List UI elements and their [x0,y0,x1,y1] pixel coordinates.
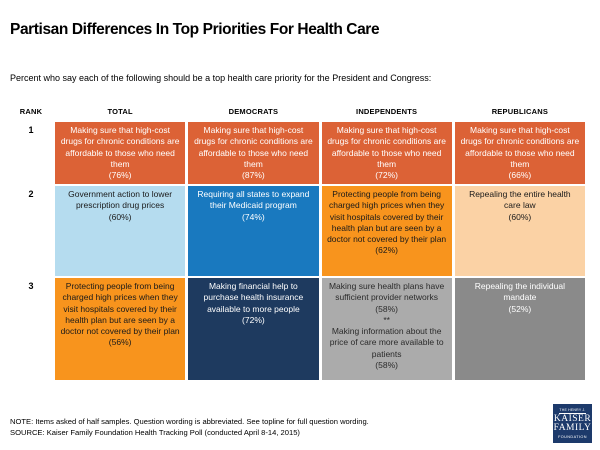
cell-rank1-democrats: Making sure that high-cost drugs for chr… [188,122,319,184]
footer-notes: NOTE: Items asked of half samples. Quest… [10,416,369,439]
column-header-rank: RANK [19,106,43,116]
subtitle: Percent who say each of the following sh… [10,73,432,83]
column-header-republicans: REPUBLICANS [491,106,549,116]
column-header-independents: INDEPENDENTS [356,106,418,116]
cell-rank3-republicans: Repealing the individual mandate (52%) [454,278,585,380]
cell-rank3-independents: Making sure health plans have sufficient… [321,278,452,380]
cell-rank1-total: Making sure that high-cost drugs for chr… [55,122,186,184]
source-text: SOURCE: Kaiser Family Foundation Health … [10,428,300,438]
logo-line-foundation: FOUNDATION [558,435,587,440]
cell-rank1-republicans: Making sure that high-cost drugs for chr… [454,122,585,184]
logo-line-the-henry-j: THE HENRY J. [559,407,586,414]
cell-rank2-democrats: Requiring all states to expand their Med… [188,186,319,276]
kff-foundation-logo: THE HENRY J. KAISER FAMILY FOUNDATION [553,404,592,443]
cell-rank1-independents: Making sure that high-cost drugs for chr… [321,122,452,184]
cell-rank2-republicans: Repealing the entire health care law (60… [454,186,585,276]
rank-label-1: 1 [28,125,34,135]
cell-rank3-democrats: Making financial help to purchase health… [188,278,319,380]
note-text: NOTE: Items asked of half samples. Quest… [10,417,369,426]
rank-label-2: 2 [28,189,34,199]
cell-rank2-independents: Protecting people from being charged hig… [321,186,452,276]
column-header-total: TOTAL [107,106,133,116]
rank-label-3: 3 [28,281,34,291]
page-title: Partisan Differences In Top Priorities F… [10,21,380,38]
cell-rank2-total: Government action to lower prescription … [55,186,186,276]
column-header-democrats: DEMOCRATS [228,106,279,116]
logo-line-family: FAMILY [553,423,592,434]
cell-rank3-total: Protecting people from being charged hig… [55,278,186,380]
logo-line-kaiser: KAISER [553,413,592,424]
priorities-table: RANK TOTAL DEMOCRATS INDEPENDENTS REPUBL… [10,102,585,380]
